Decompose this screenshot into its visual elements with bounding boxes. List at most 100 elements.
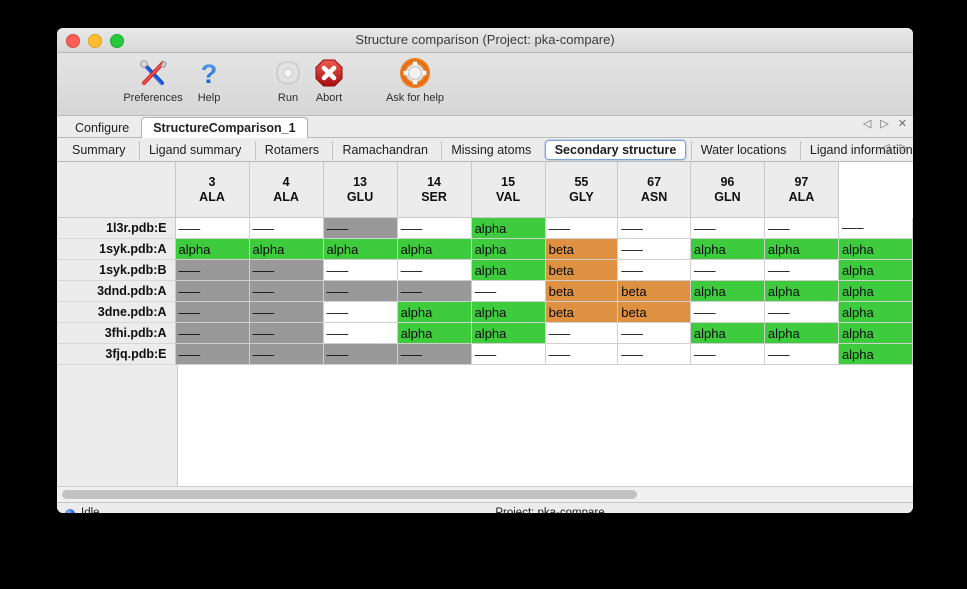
- table-cell[interactable]: alpha: [471, 238, 546, 260]
- table-cell[interactable]: –––: [617, 259, 691, 281]
- tab-ligand-information[interactable]: Ligand information: [799, 141, 913, 160]
- table-cell[interactable]: –––: [323, 280, 398, 302]
- toolbar-button-preferences[interactable]: Preferences: [115, 56, 191, 104]
- table-row[interactable]: 3fjq.pdb:E ––– ––– ––– ––– ––– ––– ––– ––– ––– alp…: [57, 343, 913, 365]
- table-cell[interactable]: –––: [175, 217, 250, 239]
- table-cell[interactable]: –––: [397, 280, 472, 302]
- table-cell[interactable]: beta: [617, 280, 691, 302]
- tab-missing-atoms[interactable]: Missing atoms: [441, 141, 540, 160]
- table-cell[interactable]: alpha: [764, 322, 839, 344]
- row-header-label[interactable]: 3dne.pdb:A: [57, 301, 176, 323]
- table-cell[interactable]: alpha: [471, 322, 546, 344]
- table-cell[interactable]: alpha: [690, 280, 765, 302]
- zoom-window-button[interactable]: [110, 34, 124, 48]
- table-cell[interactable]: –––: [764, 259, 839, 281]
- toolbar-button-abort[interactable]: Abort: [291, 56, 367, 104]
- table-cell[interactable]: –––: [471, 343, 546, 365]
- table-cell[interactable]: alpha: [397, 322, 472, 344]
- tab-secondary-structure[interactable]: Secondary structure: [544, 140, 687, 160]
- column-header-15-val[interactable]: 15 VAL: [471, 162, 546, 218]
- column-header-4-ala[interactable]: 4 ALA: [249, 162, 324, 218]
- table-cell[interactable]: –––: [545, 217, 619, 239]
- toolbar-button-ask-for-help[interactable]: Ask for help: [365, 56, 465, 104]
- table-cell[interactable]: –––: [323, 217, 398, 239]
- tab-structurecomparison-1[interactable]: StructureComparison_1: [141, 117, 308, 138]
- table-cell[interactable]: alpha: [397, 238, 472, 260]
- minimize-window-button[interactable]: [88, 34, 102, 48]
- table-row[interactable]: 1syk.pdb:A alpha alpha alpha alpha alpha beta –…: [57, 238, 913, 260]
- table-row[interactable]: 3dnd.pdb:A ––– ––– ––– ––– ––– beta beta alpha al…: [57, 280, 913, 302]
- table-cell[interactable]: alpha: [323, 238, 398, 260]
- toolbar-button-run[interactable]: Run: [250, 56, 326, 104]
- table-cell[interactable]: alpha: [838, 259, 913, 281]
- table-cell[interactable]: –––: [323, 322, 398, 344]
- table-cell[interactable]: alpha: [690, 322, 765, 344]
- table-cell[interactable]: –––: [175, 301, 250, 323]
- horizontal-scrollbar-thumb[interactable]: [62, 490, 637, 499]
- table-cell[interactable]: –––: [690, 259, 765, 281]
- table-cell[interactable]: alpha: [397, 301, 472, 323]
- table-cell[interactable]: –––: [397, 259, 472, 281]
- table-cell[interactable]: –––: [323, 343, 398, 365]
- secondary-tab-prev-icon[interactable]: ◁: [881, 142, 890, 154]
- table-cell[interactable]: alpha: [764, 280, 839, 302]
- table-cell[interactable]: –––: [249, 322, 324, 344]
- row-header-label[interactable]: 1syk.pdb:B: [57, 259, 176, 281]
- secondary-tab-next-icon[interactable]: ▷: [899, 142, 908, 154]
- table-cell[interactable]: beta: [545, 301, 619, 323]
- primary-tab-prev-icon[interactable]: ◁: [862, 118, 872, 130]
- column-header-96-gln[interactable]: 96 GLN: [690, 162, 765, 218]
- toolbar-button-help[interactable]: ? Help: [171, 56, 247, 104]
- table-cell[interactable]: –––: [545, 343, 619, 365]
- table-cell[interactable]: –––: [764, 217, 839, 239]
- table-cell[interactable]: –––: [175, 322, 250, 344]
- table-cell[interactable]: beta: [545, 280, 619, 302]
- table-cell[interactable]: –––: [617, 238, 691, 260]
- table-cell[interactable]: –––: [397, 343, 472, 365]
- table-cell[interactable]: –––: [249, 301, 324, 323]
- tab-summary[interactable]: Summary: [72, 143, 126, 157]
- table-cell[interactable]: –––: [764, 301, 839, 323]
- table-cell[interactable]: –––: [397, 217, 472, 239]
- table-cell[interactable]: beta: [617, 301, 691, 323]
- table-cell[interactable]: –––: [175, 343, 250, 365]
- horizontal-scrollbar[interactable]: [57, 486, 913, 502]
- table-cell[interactable]: –––: [617, 343, 691, 365]
- close-window-button[interactable]: [66, 34, 80, 48]
- table-cell[interactable]: –––: [175, 280, 250, 302]
- table-cell[interactable]: alpha: [471, 259, 546, 281]
- table-cell[interactable]: alpha: [838, 343, 913, 365]
- table-cell[interactable]: alpha: [175, 238, 250, 260]
- column-header-13-glu[interactable]: 13 GLU: [323, 162, 398, 218]
- table-cell[interactable]: alpha: [838, 280, 913, 302]
- table-cell[interactable]: alpha: [471, 217, 546, 239]
- column-header-3-ala[interactable]: 3 ALA: [175, 162, 250, 218]
- table-row[interactable]: 1l3r.pdb:E ––– ––– ––– ––– alpha ––– ––– ––– ––– –…: [57, 217, 913, 239]
- table-row[interactable]: 1syk.pdb:B ––– ––– ––– ––– alpha beta ––– ––– –––…: [57, 259, 913, 281]
- table-cell[interactable]: –––: [690, 301, 765, 323]
- table-cell[interactable]: alpha: [471, 301, 546, 323]
- table-cell[interactable]: alpha: [764, 238, 839, 260]
- table-row[interactable]: 3fhi.pdb:A ––– ––– ––– alpha alpha ––– ––– alpha…: [57, 322, 913, 344]
- table-cell[interactable]: alpha: [838, 238, 913, 260]
- table-cell[interactable]: alpha: [838, 301, 913, 323]
- table-cell[interactable]: –––: [617, 322, 691, 344]
- tab-configure[interactable]: Configure: [75, 121, 130, 135]
- primary-tab-close-icon[interactable]: ✕: [897, 118, 907, 130]
- tab-water-locations[interactable]: Water locations: [690, 141, 796, 160]
- row-header-label[interactable]: 3fjq.pdb:E: [57, 343, 176, 365]
- column-header-67-asn[interactable]: 67 ASN: [617, 162, 691, 218]
- table-cell[interactable]: –––: [690, 217, 765, 239]
- table-cell[interactable]: alpha: [690, 238, 765, 260]
- table-cell[interactable]: –––: [249, 343, 324, 365]
- row-header-label[interactable]: 3dnd.pdb:A: [57, 280, 176, 302]
- row-header-label[interactable]: 1l3r.pdb:E: [57, 217, 176, 239]
- table-cell[interactable]: –––: [249, 217, 324, 239]
- table-cell[interactable]: –––: [249, 280, 324, 302]
- table-cell[interactable]: –––: [471, 280, 546, 302]
- table-cell[interactable]: alpha: [838, 322, 913, 344]
- table-cell[interactable]: –––: [690, 343, 765, 365]
- table-row[interactable]: 3dne.pdb:A ––– ––– ––– alpha alpha beta beta –––…: [57, 301, 913, 323]
- tab-ligand-summary[interactable]: Ligand summary: [138, 141, 250, 160]
- table-cell[interactable]: –––: [838, 217, 913, 239]
